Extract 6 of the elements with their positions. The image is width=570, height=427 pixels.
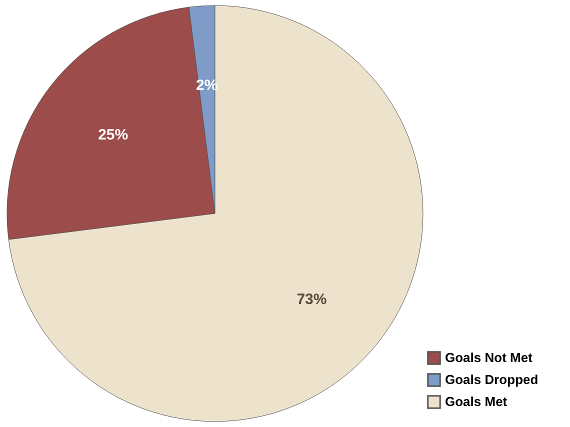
pie-slice <box>8 5 424 422</box>
legend-label: Goals Not Met <box>445 350 534 365</box>
legend-label: Goals Met <box>445 394 508 409</box>
data-label: 25% <box>98 126 128 144</box>
data-label: 73% <box>296 290 327 308</box>
legend-label: Goals Dropped <box>445 372 538 387</box>
